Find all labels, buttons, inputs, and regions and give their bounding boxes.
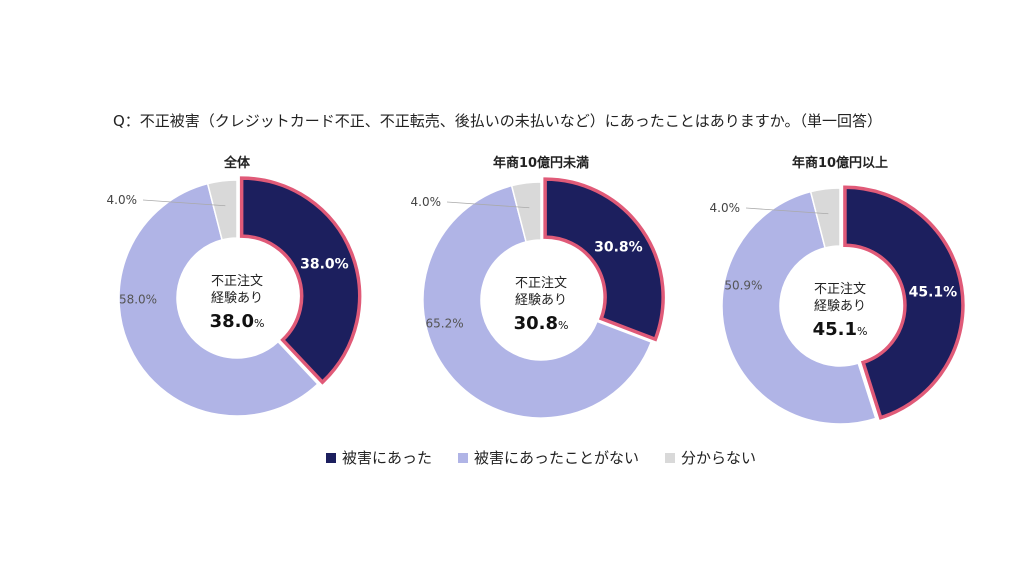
center-value: 45.1% (813, 319, 868, 340)
center-value: 38.0% (210, 311, 265, 332)
legend-item-damaged: 被害にあった (326, 447, 432, 468)
data-label: 58.0% (119, 292, 157, 306)
data-label: 4.0% (710, 201, 741, 215)
donut-slice (118, 182, 319, 417)
center-value: 30.8% (514, 313, 569, 334)
legend: 被害にあった 被害にあったことがない 分からない (326, 447, 756, 468)
center-label: 不正注文 (515, 276, 567, 291)
legend-label: 被害にあった (342, 449, 433, 467)
data-label: 4.0% (107, 193, 138, 207)
data-label: 30.8% (594, 240, 643, 256)
legend-item-unknown: 分からない (665, 447, 756, 468)
leader-line (745, 207, 829, 215)
data-label: 50.9% (724, 278, 762, 292)
data-label: 4.0% (411, 195, 442, 209)
data-label: 38.0% (300, 256, 349, 272)
center-label: 経験あり (515, 293, 567, 308)
data-label: 65.2% (426, 316, 464, 330)
chart-title: 全体 (223, 155, 251, 171)
legend-swatch (458, 452, 469, 463)
center-label: 経験あり (814, 299, 866, 314)
chart-title: 年商10億円以上 (792, 155, 888, 171)
chart-title: 年商10億円未満 (493, 155, 589, 171)
donut-slice (721, 190, 877, 425)
center-label: 経験あり (211, 291, 263, 306)
question-text: Q：不正被害（クレジットカード不正、不正転売、後払いの未払いなど）にあったことは… (113, 112, 883, 130)
leader-line (142, 199, 226, 207)
donut-slice (510, 181, 542, 243)
donut-slice (206, 179, 238, 241)
center-label: 不正注文 (814, 282, 866, 297)
legend-swatch (665, 452, 676, 463)
legend-item-not-damaged: 被害にあったことがない (458, 447, 639, 468)
legend-label: 分からない (681, 449, 757, 467)
data-label: 45.1% (909, 285, 958, 301)
center-label: 不正注文 (211, 274, 263, 289)
donut-slice (543, 177, 665, 342)
donut-slice (422, 184, 653, 419)
donut-slice (239, 176, 362, 385)
legend-swatch (326, 452, 336, 463)
donut-slice (809, 187, 841, 249)
legend-label: 被害にあったことがない (474, 449, 640, 467)
donut-slice (843, 185, 965, 420)
leader-line (446, 201, 530, 209)
